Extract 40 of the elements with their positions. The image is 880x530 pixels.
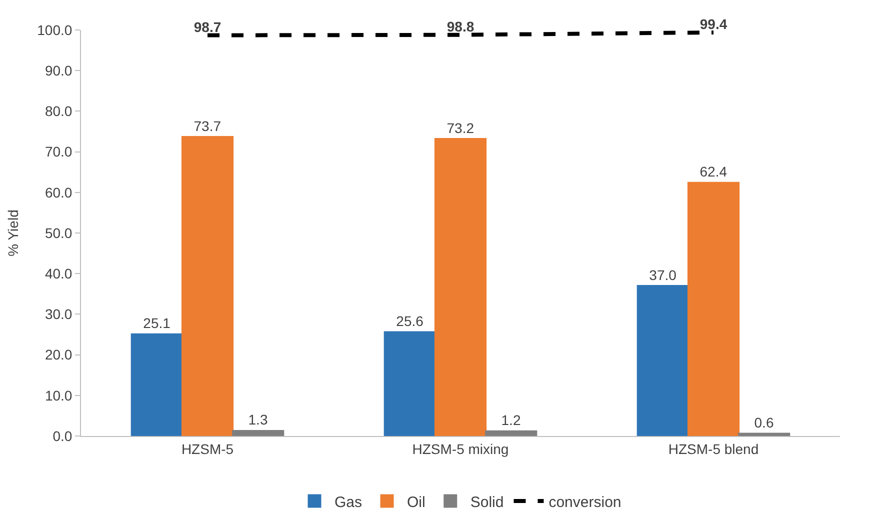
x-tick-label: HZSM-5 [181,440,234,457]
data-label: 99.4 [700,16,728,32]
y-axis-title: % Yield [4,210,21,256]
legend-label: Solid [470,494,504,511]
legend-label: Oil [407,494,426,511]
data-label: 98.8 [446,18,474,34]
data-label: 73.2 [446,120,474,136]
data-label: 0.6 [754,414,774,431]
data-label: 25.1 [143,315,171,332]
bar [232,430,284,436]
data-label: 1.3 [248,412,268,428]
legend-label: Gas [334,494,362,511]
bar [130,333,183,436]
x-tick-label: HZSM-5 mixing [412,440,509,457]
bar [738,432,790,436]
y-tick-label: 0.0 [52,428,72,444]
bar [687,182,740,436]
bar [181,136,234,436]
y-tick-label: 100.0 [37,22,72,38]
data-label: 1.2 [501,412,521,428]
bar [384,331,436,436]
y-tick-label: 50.0 [44,224,72,241]
legend-label: conversion [548,494,622,511]
y-tick-label: 70.0 [44,144,72,160]
x-tick-label: HZSM-5 blend [668,440,759,457]
y-tick-label: 60.0 [44,184,72,200]
bar [485,430,538,436]
y-tick-label: 10.0 [44,387,72,404]
bar [636,285,689,436]
bar [434,138,487,436]
y-tick-label: 20.0 [44,346,72,363]
y-tick-label: 80.0 [44,103,72,120]
y-tick-label: 40.0 [44,266,72,282]
y-tick-label: 90.0 [44,62,72,78]
data-label: 73.7 [194,118,222,134]
data-label: 98.7 [194,18,222,35]
data-label: 62.4 [700,164,728,180]
y-tick-label: 30.0 [44,306,72,322]
data-label: 25.6 [396,313,424,330]
data-label: 37.0 [649,266,677,283]
